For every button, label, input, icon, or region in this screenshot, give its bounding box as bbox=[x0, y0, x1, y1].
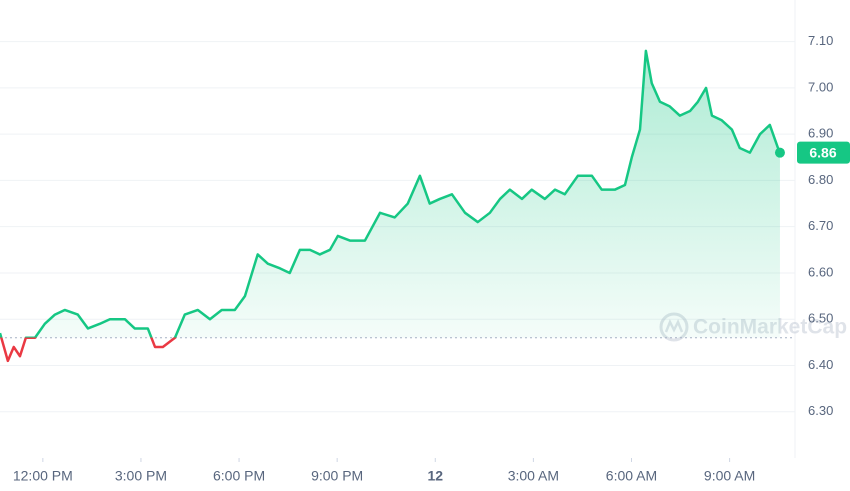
x-tick-label: 3:00 PM bbox=[115, 468, 167, 484]
x-tick-label: 12:00 PM bbox=[13, 468, 73, 484]
price-line bbox=[0, 49, 782, 363]
price-area bbox=[0, 50, 780, 338]
axes: 6.30 6.40 6.50 6.60 6.70 6.80 6.90 7.00 7.10 12:0… bbox=[13, 33, 850, 484]
y-tick-label: 6.30 bbox=[808, 403, 833, 418]
y-tick-label: 6.80 bbox=[808, 172, 833, 187]
x-tick-label: 9:00 AM bbox=[704, 468, 755, 484]
x-tick-label: 9:00 PM bbox=[311, 468, 363, 484]
y-tick-label: 6.50 bbox=[808, 311, 833, 326]
plot bbox=[0, 49, 795, 363]
x-tick-label: 6:00 AM bbox=[606, 468, 657, 484]
y-tick-label: 6.70 bbox=[808, 218, 833, 233]
price-badge bbox=[797, 141, 850, 164]
y-tick-label: 6.90 bbox=[808, 126, 833, 141]
x-tick-label: 3:00 AM bbox=[508, 468, 559, 484]
y-tick-label: 6.40 bbox=[808, 357, 833, 372]
last-point bbox=[774, 147, 785, 158]
x-tick-label: 6:00 PM bbox=[213, 468, 265, 484]
y-tick-label: 7.00 bbox=[808, 79, 833, 94]
y-tick-label: 6.60 bbox=[808, 264, 833, 279]
price-badge-label: 6.86 bbox=[809, 144, 836, 160]
x-tick-label: 12 bbox=[427, 468, 443, 484]
y-tick-label: 7.10 bbox=[808, 33, 833, 48]
